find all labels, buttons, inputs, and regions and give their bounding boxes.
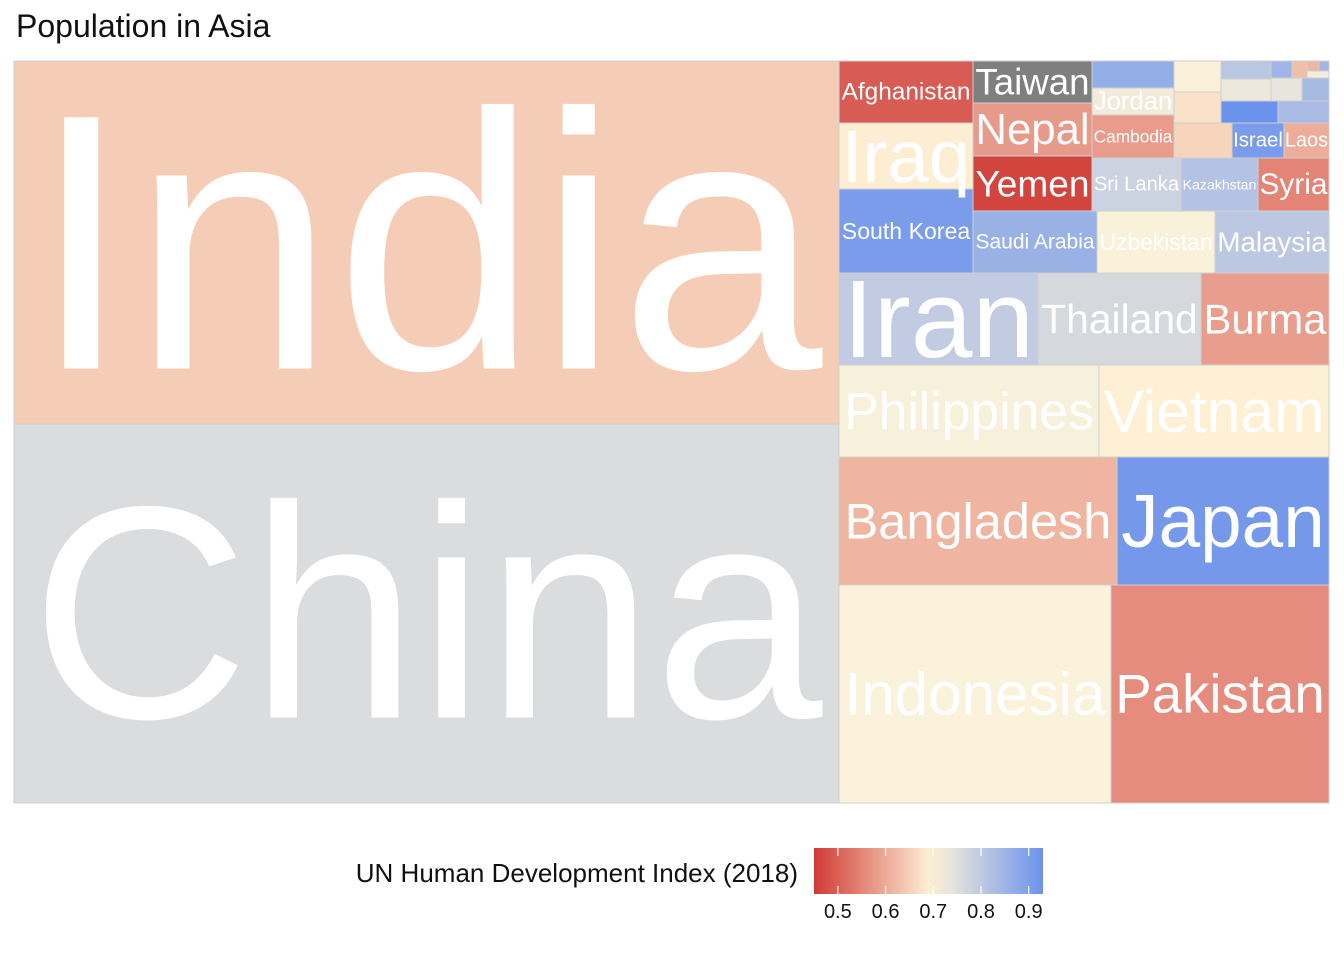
tile-cambodia (1091, 114, 1175, 159)
legend-tick-label: 0.8 (967, 901, 995, 923)
tile-uzbekistan (1096, 210, 1216, 274)
tile-afghanistan (838, 60, 974, 124)
tile-china (13, 423, 840, 804)
tile-label-south-korea: South Korea (842, 218, 971, 244)
tile-turkmenistan (1173, 60, 1222, 93)
tile-maldives (1306, 70, 1330, 79)
legend-title: UN Human Development Index (2018) (356, 858, 798, 888)
tile-united-arab-emirates (1091, 60, 1175, 89)
tile-label-kazakhstan: Kazakhstan (1183, 177, 1257, 193)
tile-kazakhstan (1180, 157, 1259, 212)
tile-label-jordan: Jordan (1094, 88, 1173, 116)
tile-label-indonesia: Indonesia (844, 661, 1106, 728)
tile-label-pakistan: Pakistan (1115, 664, 1324, 725)
tile-label-burma: Burma (1204, 296, 1328, 343)
tile-label-malaysia: Malaysia (1217, 227, 1327, 258)
legend-tick-label: 0.9 (1015, 901, 1043, 923)
tile-label-india: India (31, 39, 825, 447)
tile-taiwan (972, 60, 1093, 104)
tile-saudi-arabia (972, 210, 1098, 274)
tile-philippines (838, 364, 1100, 458)
legend-tick-label: 0.6 (872, 901, 900, 923)
chart-title: Population in Asia (16, 8, 271, 44)
tile-label-uzbekistan: Uzbekistan (1099, 229, 1212, 255)
tile-yemen (972, 155, 1093, 212)
tile-iran (838, 272, 1039, 366)
tile-pakistan (1110, 584, 1330, 804)
tile-nepal (972, 102, 1093, 157)
tile-israel (1231, 122, 1285, 159)
tile-japan (1116, 456, 1330, 586)
tile-vietnam (1098, 364, 1330, 458)
tile-label-china: China (31, 445, 825, 783)
tile-label-saudi-arabia: Saudi Arabia (975, 231, 1094, 254)
tile-india (13, 60, 840, 425)
tile-bangladesh (838, 456, 1118, 586)
tile-label-yemen: Yemen (975, 163, 1089, 205)
tile-label-sri-lanka: Sri Lanka (1094, 174, 1180, 196)
tile-label-bangladesh: Bangladesh (845, 493, 1112, 550)
tile-label-japan: Japan (1121, 479, 1325, 563)
tile-iraq (838, 122, 974, 190)
tile-label-laos: Laos (1285, 130, 1328, 152)
tile-indonesia (838, 584, 1112, 804)
tile-label-nepal: Nepal (975, 105, 1089, 154)
tile-label-taiwan: Taiwan (975, 62, 1089, 103)
tile-label-vietnam: Vietnam (1104, 377, 1325, 445)
tile-label-thailand: Thailand (1041, 296, 1198, 342)
legend-colorbar (814, 848, 1043, 894)
tile-tajikistan (1173, 122, 1233, 159)
legend-tick-label: 0.5 (824, 901, 852, 923)
tile-label-syria: Syria (1259, 168, 1327, 201)
tile-thailand (1037, 272, 1202, 366)
legend-tick-label: 0.7 (919, 901, 947, 923)
tile-burma (1200, 272, 1330, 366)
tile-label-iraq: Iraq (842, 114, 971, 198)
tile-label-cambodia: Cambodia (1094, 127, 1173, 147)
tile-label-philippines: Philippines (844, 382, 1094, 440)
tile-malaysia (1214, 210, 1330, 274)
tile-label-afghanistan: Afghanistan (842, 79, 971, 106)
tile-south-korea (838, 188, 974, 274)
tile-label-israel: Israel (1233, 130, 1283, 152)
tile-label-iran: Iran (843, 257, 1034, 381)
